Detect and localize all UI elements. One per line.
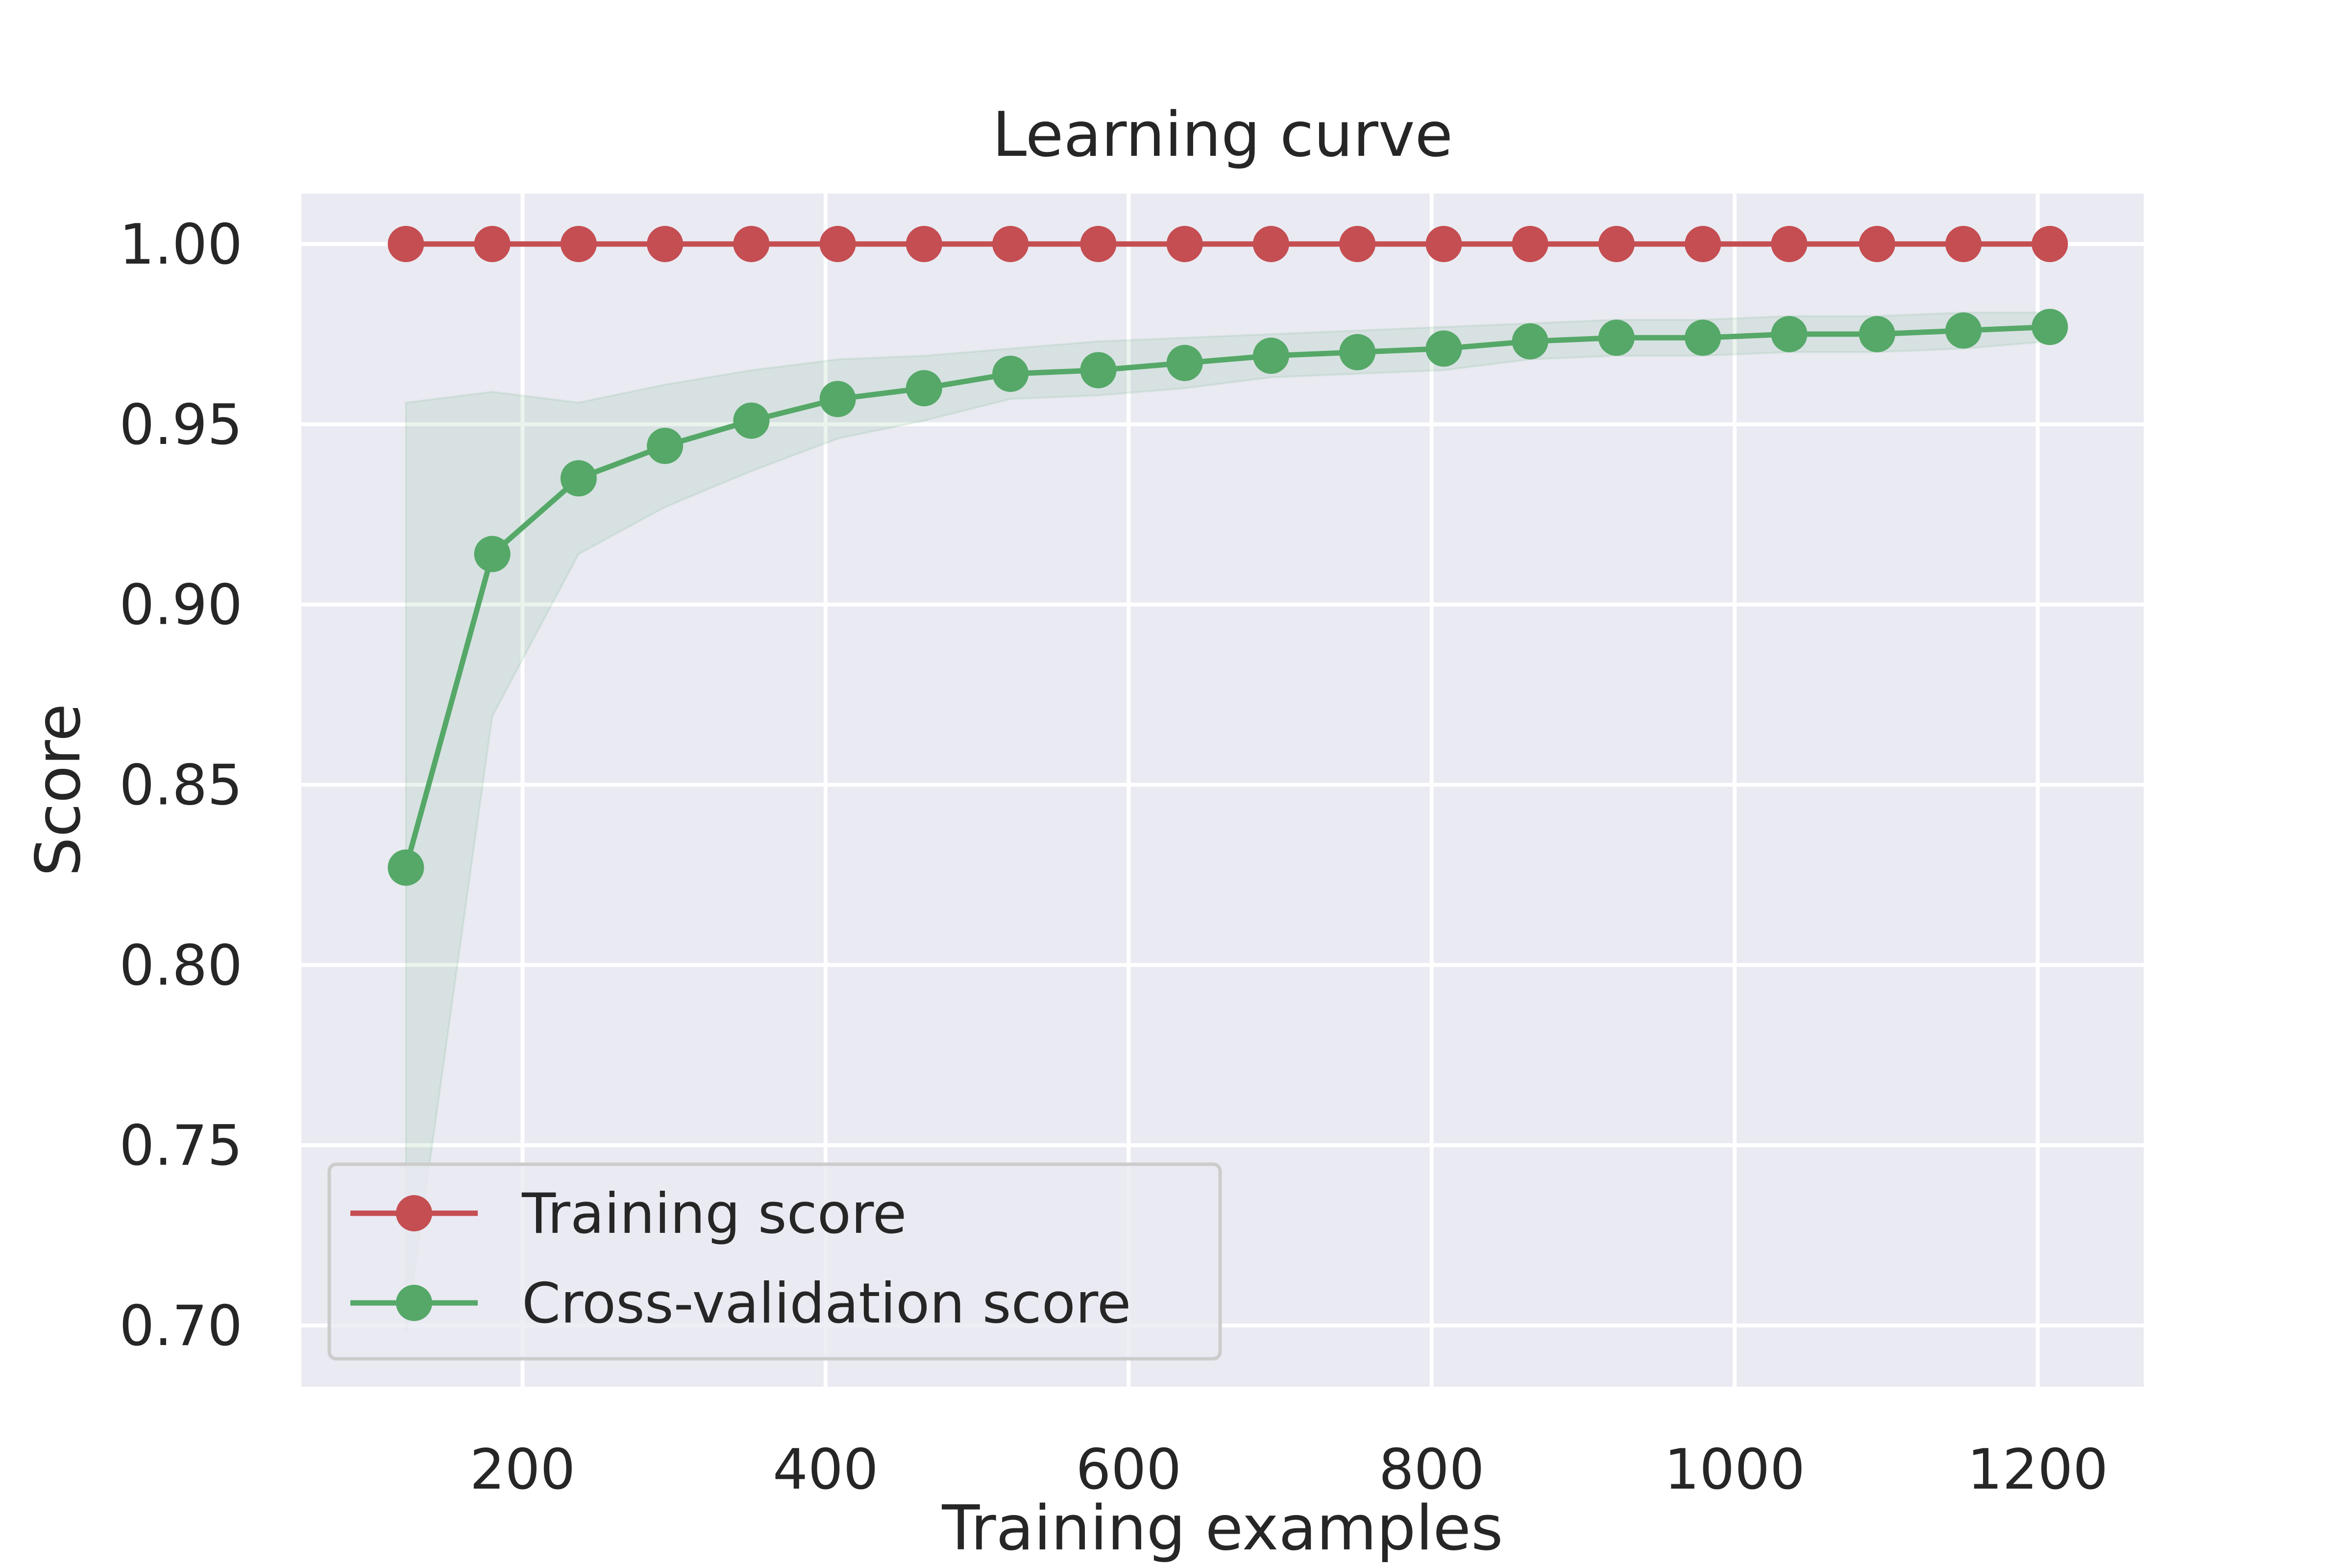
series-group	[388, 225, 2068, 262]
y-tick-label: 0.75	[119, 1113, 243, 1178]
y-tick-label: 0.90	[119, 573, 243, 637]
series	[388, 225, 2068, 886]
legend-item-training-score: Training score	[350, 1181, 906, 1246]
x-tick-label: 1200	[1967, 1437, 2108, 1502]
data-point	[1859, 316, 1895, 352]
data-point	[733, 225, 770, 262]
data-point	[2032, 225, 2068, 262]
y-tick-label: 0.85	[119, 753, 243, 817]
legend-box	[327, 1162, 1222, 1361]
legend-label-training-score: Training score	[521, 1181, 906, 1246]
data-point	[1512, 323, 1548, 360]
data-point	[560, 460, 597, 497]
y-tick-label: 0.95	[119, 392, 243, 457]
chart-title: Learning curve	[992, 98, 1453, 171]
data-point	[1598, 225, 1635, 262]
data-point	[906, 225, 942, 262]
y-tick-label: 0.80	[119, 933, 243, 998]
data-point	[1771, 316, 1808, 352]
data-point	[1339, 225, 1376, 262]
grid	[301, 194, 2144, 1387]
data-point	[1685, 319, 1721, 356]
data-point	[819, 381, 856, 417]
data-point	[1252, 225, 1289, 262]
y-axis-label: Score	[22, 704, 94, 877]
data-point	[474, 536, 511, 572]
data-point	[992, 225, 1029, 262]
data-point	[819, 225, 856, 262]
data-point	[388, 849, 424, 886]
data-point	[992, 355, 1029, 392]
data-point	[1425, 225, 1462, 262]
x-tick-label: 800	[1379, 1437, 1485, 1502]
y-tick-label: 1.00	[119, 212, 243, 277]
data-point	[2032, 309, 2068, 345]
data-point	[1859, 225, 1895, 262]
data-point	[1945, 312, 1982, 349]
legend-swatch-marker	[396, 1195, 432, 1231]
data-point	[1080, 225, 1117, 262]
data-point	[1425, 330, 1462, 367]
data-point	[1252, 338, 1289, 374]
x-tick-label: 1000	[1664, 1437, 1805, 1502]
legend-label-cross-validation-score: Cross-validation score	[522, 1271, 1131, 1336]
series-group	[388, 309, 2068, 886]
data-point	[647, 225, 684, 262]
data-point	[1771, 225, 1808, 262]
legend-item-cross-validation-score: Cross-validation score	[350, 1271, 1131, 1336]
data-point	[1685, 225, 1721, 262]
data-point	[1512, 225, 1548, 262]
legend-swatch-marker	[396, 1285, 432, 1321]
data-point	[1166, 344, 1203, 381]
data-point	[647, 427, 684, 464]
y-tick-labels: 0.70 0.75 0.80 0.85 0.90 0.95 1.00	[119, 212, 243, 1358]
x-axis-label: Training examples	[941, 1492, 1503, 1564]
legend: Training score Cross-validation score	[327, 1162, 1222, 1361]
data-point	[1598, 319, 1635, 356]
data-point	[1339, 334, 1376, 370]
data-point	[1080, 352, 1117, 389]
data-point	[733, 402, 770, 439]
data-point	[560, 225, 597, 262]
x-tick-label: 200	[470, 1437, 576, 1502]
x-tick-label: 600	[1076, 1437, 1181, 1502]
data-point	[474, 225, 511, 262]
x-tick-label: 400	[773, 1437, 879, 1502]
data-point	[1945, 225, 1982, 262]
y-tick-label: 0.70	[119, 1294, 243, 1358]
x-tick-labels: 200 400 600 800 1000 1200	[470, 1437, 2108, 1502]
data-point	[906, 370, 942, 407]
data-point	[388, 225, 424, 262]
data-point	[1166, 225, 1203, 262]
